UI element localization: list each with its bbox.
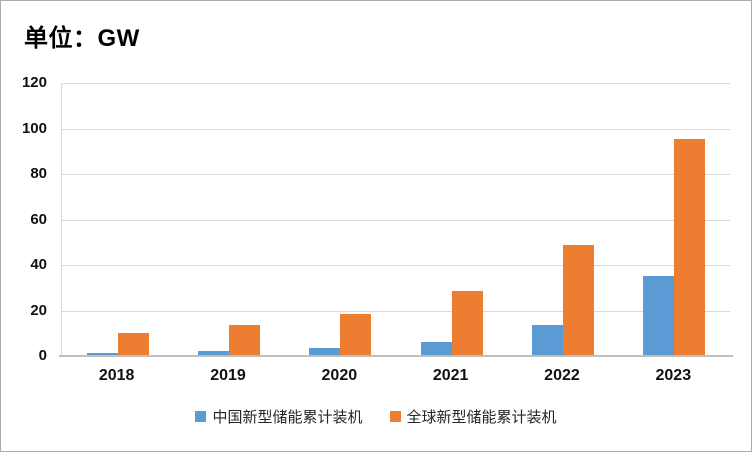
bar-series1-2022 — [562, 244, 594, 356]
x-tick-label-2023: 2023 — [655, 367, 692, 384]
bar-series0-2020 — [309, 348, 341, 356]
x-tick-label-2021: 2021 — [432, 367, 469, 384]
bar-group-2022 — [507, 83, 618, 356]
y-tick-label-0: 0 — [38, 347, 47, 364]
legend: 中国新型储能累计装机 全球新型储能累计装机 — [1, 406, 751, 427]
plot-area — [59, 83, 733, 357]
y-tick-label-80: 80 — [30, 165, 47, 182]
gridline-40 — [62, 265, 730, 266]
x-tick-label-2018: 2018 — [98, 367, 135, 384]
gridline-80 — [62, 174, 730, 175]
x-tick-label-2020: 2020 — [321, 367, 358, 384]
bar-series0-2019 — [197, 351, 229, 356]
x-tick-label-2019: 2019 — [210, 367, 246, 384]
gridline-100 — [62, 128, 730, 130]
legend-item-china: 中国新型储能累计装机 — [195, 406, 363, 427]
legend-label-china: 中国新型储能累计装机 — [212, 409, 363, 426]
bar-group-2021 — [396, 83, 507, 356]
bar-series1-2020 — [340, 313, 372, 356]
x-axis-line — [59, 355, 733, 357]
y-tick-label-60: 60 — [30, 210, 47, 228]
y-tick-label-120: 120 — [21, 74, 47, 91]
x-tick-label-2022: 2022 — [544, 367, 580, 384]
bar-series0-2021 — [420, 341, 452, 356]
legend-swatch-china — [195, 411, 207, 422]
y-axis: 120 100 80 60 40 20 0 — [1, 1, 47, 451]
bar-series0-2022 — [531, 324, 563, 356]
gridline-60 — [62, 219, 730, 221]
bar-group-2023 — [619, 83, 730, 356]
chart-title: 单位：GW — [24, 25, 140, 52]
bar-group-2020 — [285, 83, 396, 356]
y-tick-label-20: 20 — [30, 301, 47, 319]
bar-groups — [62, 83, 730, 356]
bar-group-2019 — [173, 83, 284, 356]
bar-series0-2023 — [643, 276, 675, 356]
legend-item-global: 全球新型储能累计装机 — [389, 406, 557, 427]
y-tick-label-100: 100 — [21, 119, 47, 137]
bar-group-2018 — [62, 83, 173, 356]
legend-swatch-global — [389, 411, 401, 422]
bar-series1-2019 — [228, 324, 260, 356]
bar-series1-2023 — [674, 138, 706, 356]
gridline-20 — [62, 310, 730, 312]
legend-label-global: 全球新型储能累计装机 — [406, 409, 557, 426]
bar-series1-2021 — [451, 290, 483, 356]
y-tick-label-40: 40 — [30, 256, 47, 273]
bar-series1-2018 — [117, 332, 149, 356]
gridline-120 — [62, 83, 730, 84]
bar-series0-2018 — [86, 352, 118, 356]
x-axis: 2018 2019 2020 2021 2022 2023 — [61, 367, 729, 385]
